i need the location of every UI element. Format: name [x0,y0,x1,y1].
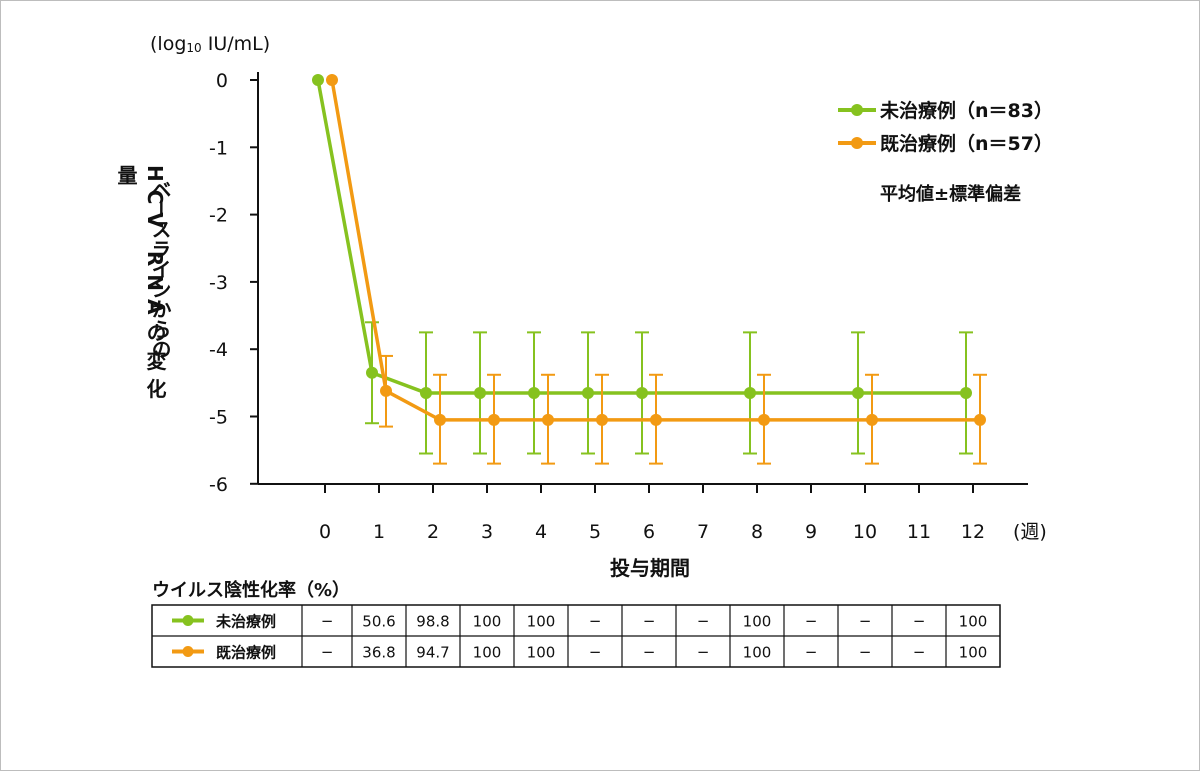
data-point [650,413,662,426]
table-cell: 100 [527,613,556,631]
table-cell: 100 [473,644,502,662]
data-point [474,386,486,399]
x-ticks: 0 1 2 3 4 5 6 7 8 9 10 11 12 [319,484,985,543]
row-swatch-marker [182,615,194,626]
legend-entry: 未治療例（n＝83） [879,99,1053,122]
data-point [582,386,594,399]
table-cell: ─ [643,613,654,631]
data-point [312,74,324,86]
table-cell: ─ [643,644,654,662]
table-cell: ─ [859,644,870,662]
table-cell: ─ [805,613,816,631]
table-cell: ─ [321,644,332,662]
data-table: 未治療例 ─ 50.6 98.8 100 100 ─ ─ ─ 100 ─ ─ ─ 100 既治療例 ─ 36.8… [151,604,1001,668]
table-cell: 98.8 [416,613,449,631]
y-unit-sub: 10 [186,41,201,55]
x-tick-label: 9 [805,521,817,543]
legend-swatch-marker [851,137,863,149]
x-tick-label: 11 [907,521,931,543]
data-point [366,366,378,379]
table-cell: ─ [321,613,332,631]
y-tick-label: 0 [216,70,228,92]
data-point [852,386,864,399]
y-unit-post: IU/mL) [202,33,270,55]
y-tick-label: -2 [209,205,228,227]
table-cell: ─ [589,644,600,662]
data-point [488,413,500,426]
y-tick-label: -1 [209,137,228,159]
table-cell: ─ [913,613,924,631]
y-tick-label: -6 [209,474,228,496]
data-point [542,413,554,426]
table-cell: ─ [913,644,924,662]
x-tick-label: 0 [319,521,331,543]
table-cell: 50.6 [362,613,395,631]
data-point [596,413,608,426]
data-point [866,413,878,426]
data-point [744,386,756,399]
table-cell: 100 [743,644,772,662]
x-tick-label: 4 [535,521,547,543]
x-tick-label: 12 [961,521,985,543]
table-cell: ─ [805,644,816,662]
data-point [636,386,648,399]
series-1 [326,74,987,465]
x-tick-label: 1 [373,521,385,543]
data-point [380,384,392,397]
y-axis-title-line1: HCV RNAの変化量 [114,165,167,407]
table-cell: ─ [589,613,600,631]
stat-note: 平均値±標準偏差 [880,183,1021,205]
series-line [330,79,980,422]
row-label: 未治療例 [215,613,276,631]
legend-swatch-marker [851,104,863,116]
series-line [316,79,966,395]
data-point [974,413,986,426]
data-point [528,386,540,399]
row-label: 既治療例 [216,644,276,662]
data-point [960,386,972,399]
table-cell: 100 [473,613,502,631]
y-ticks: 0 -1 -2 -3 -4 -5 -6 [209,70,258,496]
legend-entry: 既治療例（n＝57） [880,132,1053,155]
y-tick-label: -5 [209,407,228,429]
table-cell: 36.8 [362,644,395,662]
table-cell: ─ [697,644,708,662]
x-tick-label: 7 [697,521,709,543]
table-cell: 100 [527,644,556,662]
x-tick-label: 2 [427,521,439,543]
x-axis-title: 投与期間 [610,556,690,580]
x-tick-label: 3 [481,521,493,543]
table-cell: 100 [959,613,988,631]
data-point [434,413,446,426]
x-tick-label: 10 [853,521,877,543]
table-cell: 100 [959,644,988,662]
table-cell: 100 [743,613,772,631]
table-cell: ─ [697,613,708,631]
x-axis-unit: (週) [1013,521,1047,543]
table-cell: 94.7 [416,644,449,662]
series-0 [312,74,973,455]
x-tick-label: 8 [751,521,763,543]
y-axis-title-line2: ベースラインからの [148,179,172,359]
row-swatch-marker [182,646,194,657]
y-tick-label: -4 [209,339,228,361]
table-cell: ─ [859,613,870,631]
table-title: ウイルス陰性化率（%） [152,579,350,601]
y-unit-pre: (log [150,33,186,55]
y-axis-unit: (log10 IU/mL) [150,33,270,55]
y-axis-title: HCV RNAの変化量 ベースラインからの [112,165,182,425]
legend: 未治療例（n＝83） 既治療例（n＝57） [838,99,1053,155]
x-tick-label: 5 [589,521,601,543]
data-point [326,74,338,86]
y-tick-label: -3 [209,272,228,294]
data-point [420,386,432,399]
series-group [312,74,987,465]
data-point [758,413,770,426]
axes [257,72,1028,485]
x-tick-label: 6 [643,521,655,543]
